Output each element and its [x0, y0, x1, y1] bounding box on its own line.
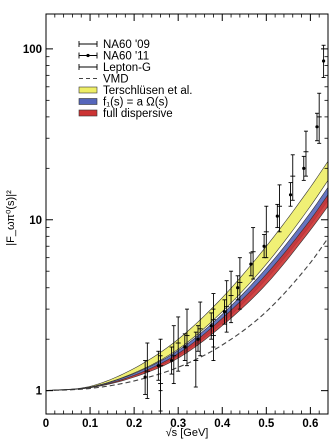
data-marker: [169, 358, 174, 363]
data-point: [209, 312, 214, 340]
data-point: [169, 346, 174, 375]
data-point: [184, 308, 190, 367]
data-point: [275, 203, 280, 229]
legend-label: VMD: [103, 74, 129, 86]
y-tick-label: 1: [36, 386, 43, 398]
data-point: [193, 331, 199, 388]
data-marker: [315, 125, 319, 129]
data-point: [262, 234, 267, 259]
data-point: [156, 350, 161, 381]
data-marker: [302, 166, 306, 170]
data-marker: [156, 364, 160, 368]
axis-ticks: 0 0.1 0.2 0.3 0.4 0.5 0.6 1 10 100: [23, 14, 328, 430]
legend-band-swatch: [78, 98, 98, 105]
x-tick-label: 0.4: [214, 418, 231, 430]
y-tick-label: 10: [29, 215, 42, 227]
data-point: [301, 155, 306, 181]
data-point: [263, 205, 269, 259]
data-point: [277, 184, 283, 233]
legend-entry: Lepton-G: [78, 62, 151, 74]
data-point: [228, 270, 234, 324]
y-tick-label: 100: [23, 44, 42, 56]
x-tick-label: 0.5: [258, 418, 275, 430]
data-point: [171, 325, 177, 385]
data-point: [314, 112, 319, 142]
x-tick-label: 0.6: [302, 418, 318, 430]
data-point: [250, 227, 256, 280]
data-point: [316, 92, 322, 144]
data-marker: [288, 193, 293, 197]
x-tick-label: 0.1: [82, 418, 99, 430]
legend-band-swatch: [78, 86, 98, 94]
data-marker: [321, 59, 326, 63]
data-point: [321, 44, 326, 78]
data-point: [288, 182, 293, 207]
data-point: [222, 299, 227, 325]
data-marker: [236, 286, 240, 290]
legend-dot: [86, 53, 90, 58]
data-point: [303, 130, 309, 177]
data-point: [290, 154, 296, 201]
legend-label: Lepton-G: [103, 62, 151, 74]
data-point: [210, 308, 216, 362]
plot-area: [46, 44, 328, 412]
data-point: [237, 257, 243, 310]
data-point: [175, 316, 181, 372]
data-marker: [143, 375, 147, 379]
legend-entry: NA60 '09: [78, 39, 150, 51]
data-point: [224, 280, 230, 333]
legend-entry: f₁(s) = a Ω(s): [78, 97, 168, 109]
legend-entry: full dispersive: [78, 108, 173, 120]
legend-label: NA60 '09: [103, 39, 150, 51]
data-point: [143, 360, 148, 395]
data-marker: [196, 337, 200, 341]
data-point: [235, 275, 240, 301]
data-point: [158, 355, 164, 412]
data-point: [248, 252, 253, 277]
legend-entry: Terschlüsen et al.: [78, 85, 193, 97]
legend-label: full dispersive: [103, 108, 173, 120]
data-marker: [209, 324, 213, 328]
data-point: [144, 342, 150, 399]
y-axis-label: |F_ωπ⁰(s)|²: [5, 190, 17, 246]
data-marker: [249, 262, 253, 266]
legend-label: f₁(s) = a Ω(s): [103, 97, 168, 109]
legend-entry: VMD: [79, 74, 129, 86]
legend-label: Terschlüsen et al.: [103, 85, 193, 97]
legend-band-swatch: [78, 109, 98, 117]
x-tick-label: 0: [43, 418, 49, 430]
data-point: [196, 325, 201, 352]
data-point: [197, 301, 203, 357]
data-point: [182, 333, 187, 362]
legend-entry: NA60 '11: [78, 51, 149, 63]
data-marker: [183, 345, 187, 349]
x-tick-label: 0.3: [170, 418, 186, 430]
data-marker: [275, 214, 279, 218]
legend-label: NA60 '11: [103, 51, 149, 63]
data-marker: [222, 310, 227, 314]
x-axis-label: √s [GeV]: [166, 427, 209, 439]
x-tick-label: 0.2: [126, 418, 142, 430]
data-marker: [262, 244, 266, 248]
